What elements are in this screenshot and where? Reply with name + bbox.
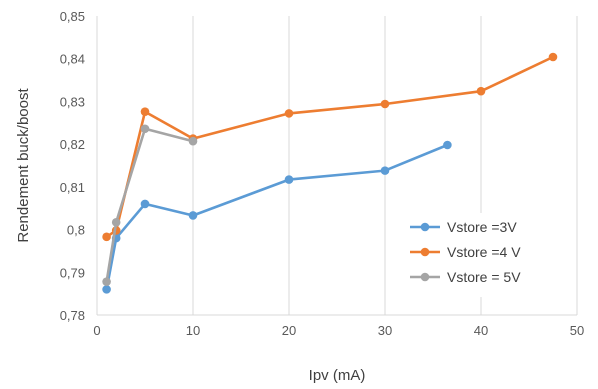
series-line bbox=[105, 143, 448, 290]
legend-label: Vstore = 5V bbox=[447, 269, 521, 285]
data-point bbox=[476, 86, 486, 96]
data-point bbox=[443, 140, 452, 150]
y-axis-label: Rendement buck/boost bbox=[15, 88, 32, 243]
series-1 bbox=[102, 140, 452, 294]
y-tick-label: 0,78 bbox=[60, 308, 85, 323]
x-tick-label: 30 bbox=[378, 323, 392, 338]
y-tick-labels: 0,78 0,79 0,8 0,81 0,82 0,83 0,84 0,85 bbox=[60, 9, 85, 323]
legend-marker bbox=[420, 272, 430, 282]
legend-label: Vstore =4 V bbox=[447, 244, 521, 260]
data-point bbox=[140, 199, 150, 209]
series-line bbox=[105, 127, 194, 282]
data-point bbox=[102, 277, 111, 286]
data-point bbox=[102, 285, 111, 294]
y-tick-label: 0,8 bbox=[67, 223, 85, 238]
legend-item: Vstore = 5V bbox=[410, 269, 521, 285]
data-point bbox=[140, 107, 150, 116]
x-tick-label: 10 bbox=[186, 323, 200, 338]
legend-label: Vstore =3V bbox=[447, 219, 517, 235]
data-point bbox=[102, 232, 111, 242]
y-tick-label: 0,83 bbox=[60, 94, 85, 109]
data-point bbox=[284, 175, 294, 184]
series-group bbox=[102, 52, 558, 294]
series-3 bbox=[102, 124, 198, 286]
y-tick-label: 0,79 bbox=[60, 265, 85, 280]
grid bbox=[96, 16, 578, 316]
x-tick-label: 20 bbox=[282, 323, 296, 338]
y-tick-label: 0,84 bbox=[60, 52, 85, 67]
x-tick-label: 40 bbox=[474, 323, 488, 338]
legend: Vstore =3V Vstore =4 V Vstore = 5V bbox=[404, 213, 566, 297]
data-point bbox=[548, 52, 558, 62]
y-tick-label: 0,82 bbox=[60, 137, 85, 152]
x-tick-label: 0 bbox=[93, 323, 100, 338]
legend-marker bbox=[420, 247, 430, 257]
data-point bbox=[188, 136, 198, 146]
data-point bbox=[284, 109, 294, 118]
data-point bbox=[140, 124, 150, 134]
legend-item: Vstore =3V bbox=[410, 219, 517, 235]
data-point bbox=[188, 211, 198, 220]
x-tick-label: 50 bbox=[570, 323, 584, 338]
legend-marker bbox=[420, 222, 430, 232]
data-point bbox=[111, 218, 121, 227]
legend-item: Vstore =4 V bbox=[410, 244, 521, 260]
y-tick-label: 0,85 bbox=[60, 9, 85, 24]
y-tick-label: 0,81 bbox=[60, 180, 85, 195]
data-point bbox=[380, 99, 390, 109]
data-point bbox=[380, 166, 390, 175]
x-tick-labels: 0 10 20 30 40 50 bbox=[93, 323, 584, 338]
series-2 bbox=[102, 52, 558, 242]
x-axis-label: Ipv (mA) bbox=[309, 367, 366, 384]
